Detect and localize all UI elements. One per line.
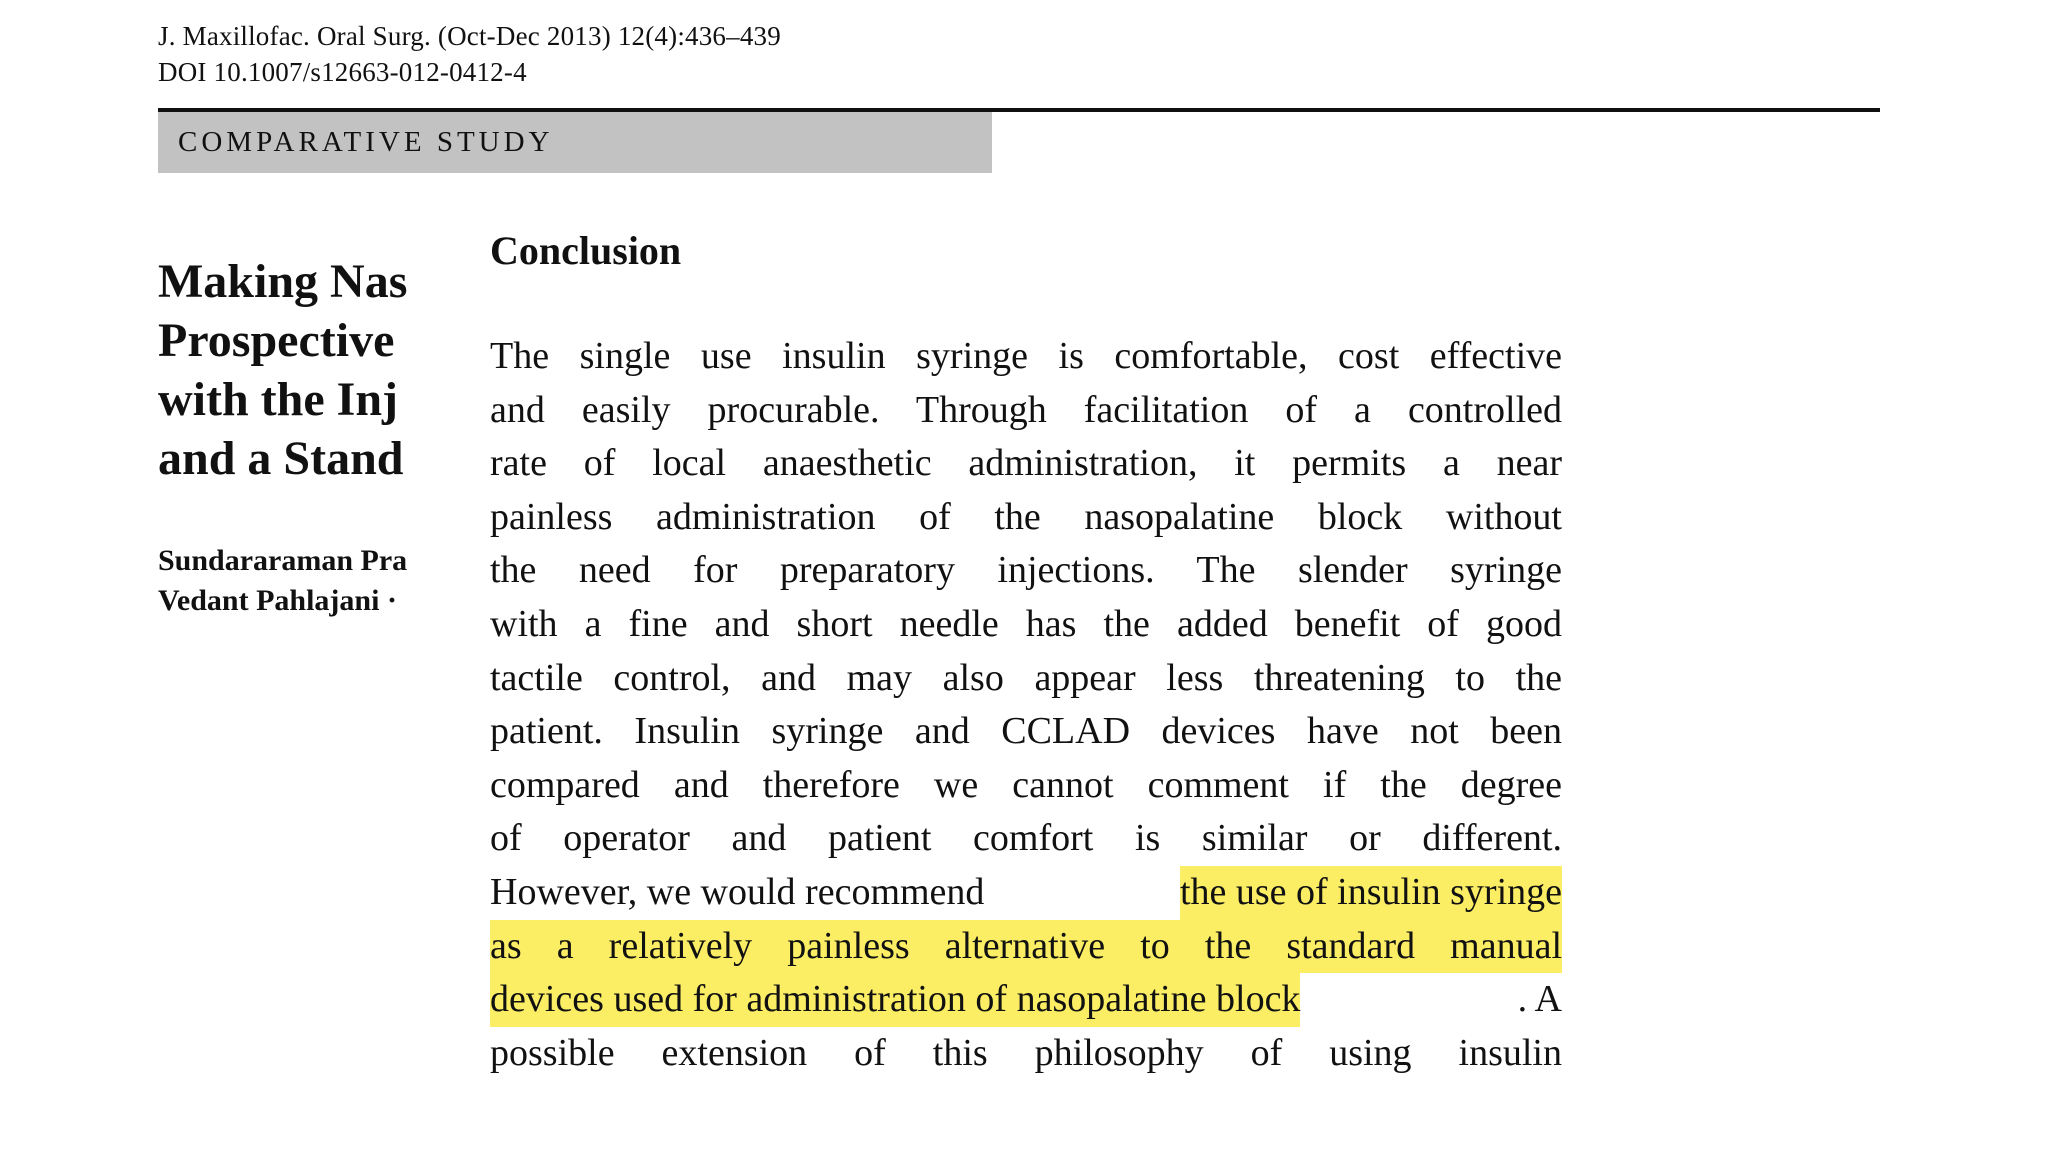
title-line: and a Stand xyxy=(158,429,448,488)
text-line-mixed-highlight: However, we would recommend the use of i… xyxy=(490,866,1562,920)
author-line: Vedant Pahlajani · xyxy=(158,581,448,621)
plain-text: . A xyxy=(1518,973,1562,1027)
section-label: COMPARATIVE STUDY xyxy=(178,126,554,158)
text-line: and easily procurable. Through facilitat… xyxy=(490,384,1562,438)
text-line: patient. Insulin syringe and CCLAD devic… xyxy=(490,705,1562,759)
text-line: rate of local anaesthetic administration… xyxy=(490,437,1562,491)
text-line: the need for preparatory injections. The… xyxy=(490,544,1562,598)
title-line: Making Nas xyxy=(158,252,448,311)
highlighted-text: devices used for administration of nasop… xyxy=(490,973,1300,1027)
journal-citation: J. Maxillofac. Oral Surg. (Oct-Dec 2013)… xyxy=(158,18,781,54)
title-line: Prospective xyxy=(158,311,448,370)
highlighted-text: the use of insulin syringe xyxy=(1180,866,1562,920)
author-list: Sundararaman Pra Vedant Pahlajani · xyxy=(158,541,448,621)
text-line: of operator and patient comfort is simil… xyxy=(490,812,1562,866)
text-line-mixed-highlight: devices used for administration of nasop… xyxy=(490,973,1562,1027)
text-line: possible extension of this philosophy of… xyxy=(490,1027,1562,1081)
title-line: with the Inj xyxy=(158,370,448,429)
conclusion-heading: Conclusion xyxy=(490,226,681,276)
text-line: tactile control, and may also appear les… xyxy=(490,652,1562,706)
journal-doi: DOI 10.1007/s12663-012-0412-4 xyxy=(158,54,781,90)
article-title: Making Nas Prospective with the Inj and … xyxy=(158,252,448,492)
plain-text: However, we would recommend xyxy=(490,866,984,920)
text-line: painless administration of the nasopalat… xyxy=(490,491,1562,545)
text-line: with a fine and short needle has the add… xyxy=(490,598,1562,652)
text-line: The single use insulin syringe is comfor… xyxy=(490,330,1562,384)
conclusion-body: The single use insulin syringe is comfor… xyxy=(490,330,1562,1080)
section-banner: COMPARATIVE STUDY xyxy=(158,112,992,173)
author-line: Sundararaman Pra xyxy=(158,541,448,581)
journal-reference: J. Maxillofac. Oral Surg. (Oct-Dec 2013)… xyxy=(158,18,781,90)
highlighted-text-line: as a relatively painless alternative to … xyxy=(490,920,1562,974)
text-line: compared and therefore we cannot comment… xyxy=(490,759,1562,813)
